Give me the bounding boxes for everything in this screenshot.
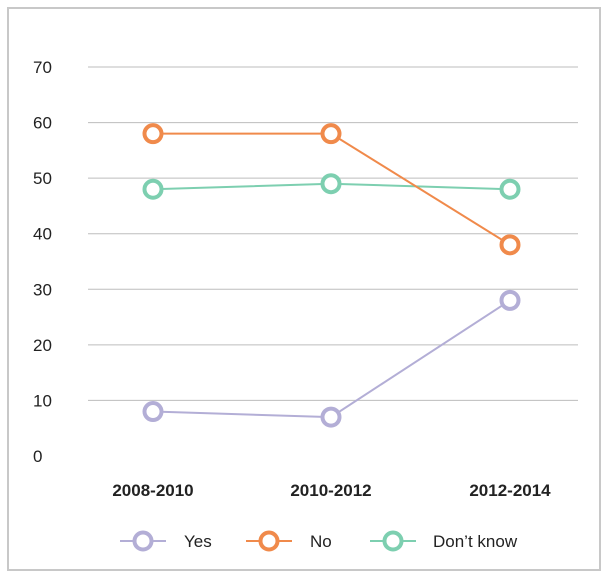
legend-marker — [258, 530, 280, 552]
series-group — [142, 123, 521, 428]
y-tick-label: 10 — [33, 391, 52, 410]
y-tick-label: 0 — [33, 447, 42, 466]
x-tick-label: 2010-2012 — [290, 481, 371, 500]
y-tick-label: 50 — [33, 169, 52, 188]
data-point — [499, 234, 521, 256]
data-point — [142, 123, 164, 145]
x-tick-label: 2008-2010 — [112, 481, 193, 500]
legend-label: Don’t know — [433, 532, 518, 551]
y-tick-label: 40 — [33, 225, 52, 244]
legend-marker — [132, 530, 154, 552]
y-tick-label: 70 — [33, 58, 52, 77]
data-point — [320, 406, 342, 428]
data-point — [320, 123, 342, 145]
y-tick-label: 30 — [33, 280, 52, 299]
gridlines — [88, 66, 578, 401]
legend-label: Yes — [184, 532, 212, 551]
y-tick-label: 20 — [33, 336, 52, 355]
data-point — [142, 178, 164, 200]
legend-label: No — [310, 532, 332, 551]
data-point — [499, 178, 521, 200]
x-axis: 2008-2010 2010-2012 2012-2014 — [112, 481, 551, 500]
data-point — [320, 173, 342, 195]
y-axis: 0 10 20 30 40 50 60 70 — [33, 58, 52, 466]
series-line — [152, 299, 511, 419]
x-tick-label: 2012-2014 — [469, 481, 551, 500]
legend-marker — [382, 530, 404, 552]
legend: Yes No Don’t know — [120, 530, 518, 552]
y-tick-label: 60 — [33, 114, 52, 133]
data-point — [142, 401, 164, 423]
data-point — [499, 289, 521, 311]
